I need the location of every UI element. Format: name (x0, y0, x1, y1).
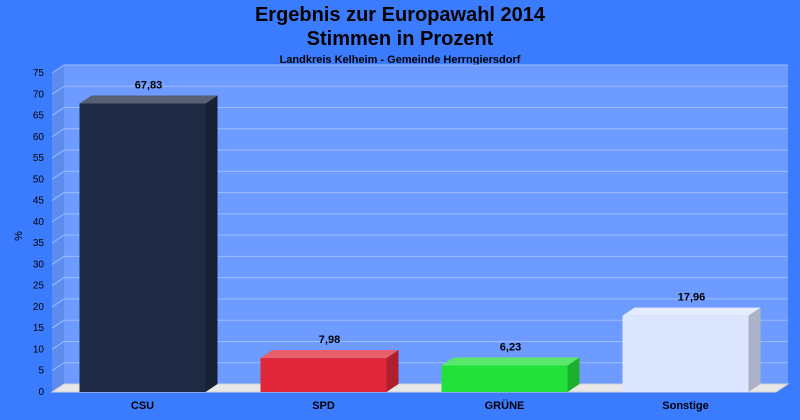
gridline-side (51, 234, 65, 244)
gridline-side (51, 85, 65, 95)
y-tick-label: 50 (33, 174, 45, 185)
y-tick-label: 35 (33, 238, 45, 249)
plot-side-wall (52, 65, 64, 392)
gridline-side (51, 64, 65, 74)
bar (260, 358, 387, 392)
chart-title-line2: Stimmen in Prozent (306, 28, 494, 50)
gridline-side (51, 192, 65, 202)
bar-side (748, 307, 761, 392)
y-tick-label: 45 (33, 196, 45, 207)
y-tick-label: 65 (33, 111, 45, 122)
bar-side (386, 350, 399, 392)
x-tick-label: Sonstige (662, 400, 708, 412)
bar-top (260, 350, 399, 359)
data-label: 17,96 (678, 292, 706, 304)
bar-top (622, 307, 761, 316)
gridline-side (51, 170, 65, 180)
y-tick-label: 30 (33, 259, 45, 270)
x-tick-label: SPD (312, 400, 335, 412)
gridline-side (51, 213, 65, 223)
gridline-side (51, 298, 65, 308)
data-label: 6,23 (500, 342, 521, 354)
y-tick-label: 60 (33, 132, 45, 143)
chart-subtitle: Landkreis Kelheim - Gemeinde Herrngiersd… (279, 54, 521, 66)
bar-side (205, 95, 218, 392)
y-tick-label: 25 (33, 281, 45, 292)
y-tick-label: 75 (33, 68, 45, 79)
y-tick-label: 40 (33, 217, 45, 228)
y-tick-label: 70 (33, 89, 45, 100)
gridline-side (51, 107, 65, 116)
y-axis-label: % (13, 231, 25, 241)
bar-top (79, 95, 218, 104)
bar (441, 365, 568, 392)
data-label: 67,83 (135, 79, 163, 91)
bar-side (567, 357, 580, 392)
gridline-side (51, 319, 65, 329)
gridline-side (51, 255, 65, 265)
gridline-side (51, 341, 65, 350)
bar (622, 315, 749, 392)
x-tick-label: CSU (131, 400, 154, 412)
gridline-side (51, 277, 65, 287)
bar-top (441, 357, 580, 366)
y-tick-label: 20 (33, 302, 45, 313)
x-tick-label: GRÜNE (485, 399, 525, 412)
chart-title: Ergebnis zur Europawahl 2014 (254, 4, 546, 26)
y-tick-label: 0 (38, 387, 44, 398)
data-label: 7,98 (319, 334, 340, 346)
gridline-side (51, 149, 65, 159)
gridline-side (51, 128, 65, 138)
y-tick-label: 55 (33, 153, 45, 164)
y-tick-label: 5 (38, 366, 44, 377)
gridline-side (51, 362, 65, 372)
bar (79, 103, 206, 392)
y-tick-label: 15 (33, 323, 45, 334)
y-tick-label: 10 (33, 344, 45, 355)
